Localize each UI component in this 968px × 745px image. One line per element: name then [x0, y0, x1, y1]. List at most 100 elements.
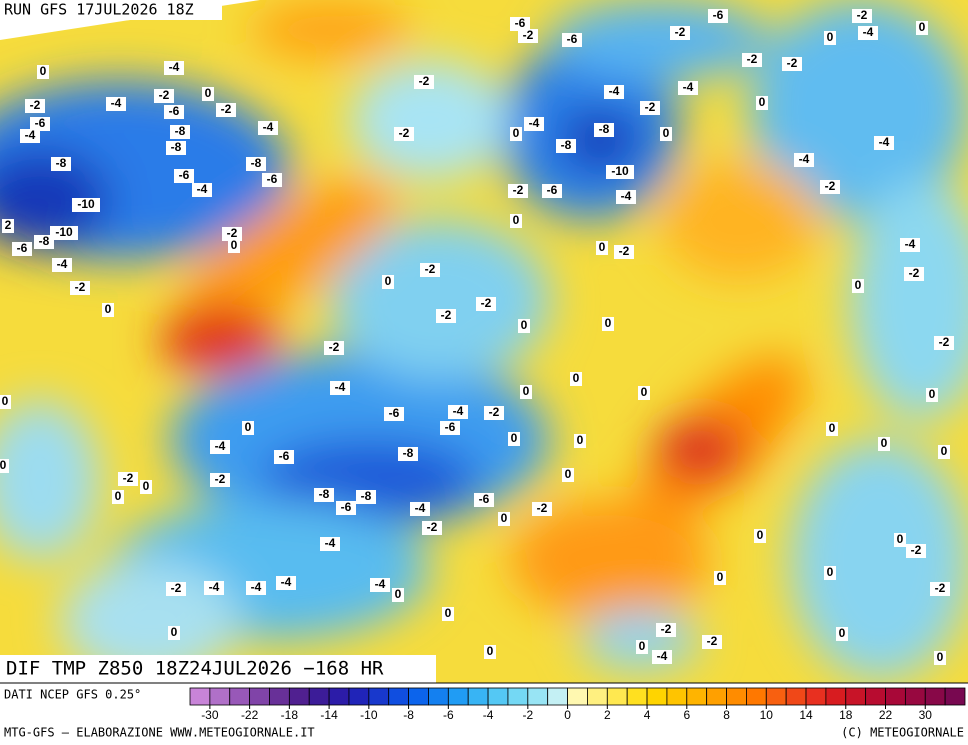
contour-label: -2: [825, 179, 836, 193]
contour-label-box: [50, 226, 78, 240]
colorbar-swatch: [447, 687, 469, 706]
contour-label: 0: [573, 371, 580, 385]
contour-label-box: [210, 440, 230, 454]
contour-label-box: [72, 198, 100, 212]
contour-label-box: [894, 533, 906, 547]
contour-label-box: [556, 139, 576, 153]
contour-label-box: [414, 75, 434, 89]
contour-label: -2: [221, 102, 232, 116]
contour-label-box: [112, 490, 124, 504]
contour-label: 0: [385, 274, 392, 288]
contour-label-box: [420, 263, 440, 277]
contour-label-box: [916, 21, 928, 35]
contour-label-box: [826, 422, 838, 436]
contour-label-box: [440, 421, 460, 435]
contour-label: 0: [511, 431, 518, 445]
contour-label-box: [510, 127, 522, 141]
contour-label: 0: [717, 570, 724, 584]
contour-label: -2: [399, 126, 410, 140]
contour-label-box: [484, 645, 496, 659]
contour-label: -2: [619, 244, 630, 258]
contour-label: -2: [707, 634, 718, 648]
contour-label-box: [102, 303, 114, 317]
contour-label: 0: [521, 318, 528, 332]
contour-label-box: [596, 241, 608, 255]
contour-label-box: [448, 405, 468, 419]
header-box: [0, 0, 222, 20]
contour-label-box: [636, 640, 648, 654]
contour-label: -4: [325, 536, 336, 550]
contour-label: 0: [881, 436, 888, 450]
contour-label-box: [170, 125, 190, 139]
contour-label: -2: [171, 581, 182, 595]
colorbar-tick-label: 6: [683, 708, 690, 722]
contour-label: -2: [159, 88, 170, 102]
contour-label: -8: [361, 489, 372, 503]
contour-label: -2: [935, 581, 946, 595]
contour-label-box: [570, 372, 582, 386]
contour-label-box: [858, 26, 878, 40]
contour-label: 0: [855, 278, 862, 292]
contour-label: -2: [227, 226, 238, 240]
contour-label-box: [442, 607, 454, 621]
contour-label: -2: [747, 52, 758, 66]
contour-label-box: [562, 468, 574, 482]
contour-label: -10: [611, 164, 629, 178]
contour-label: -2: [523, 28, 534, 42]
contour-label-box: [274, 450, 294, 464]
colorbar-swatch: [785, 687, 807, 706]
colorbar-swatch: [686, 687, 708, 706]
contour-label: -6: [479, 492, 490, 506]
contour-label-box: [394, 127, 414, 141]
contour-label-box: [106, 97, 126, 111]
contour-label-box: [330, 381, 350, 395]
colorbar-swatch: [229, 687, 251, 706]
contour-label: -2: [661, 622, 672, 636]
contour-label: -4: [263, 120, 274, 134]
contour-label: 0: [565, 467, 572, 481]
contour-label: -2: [489, 405, 500, 419]
contour-label-box: [276, 576, 296, 590]
contour-label-box: [518, 29, 538, 43]
contour-label-box: [484, 406, 504, 420]
contour-label: -2: [481, 296, 492, 310]
contour-label: -6: [341, 500, 352, 514]
map-title: DIF TMP Z850 18Z24JUL2026 −168 HR: [6, 658, 384, 680]
contour-label-box: [520, 385, 532, 399]
contour-label: -2: [123, 471, 134, 485]
contour-label: 0: [941, 444, 948, 458]
contour-label: -4: [281, 575, 292, 589]
contour-label-box: [524, 117, 544, 131]
contour-label-box: [474, 493, 494, 507]
contour-label-box: [166, 141, 186, 155]
contour-label-box: [320, 537, 340, 551]
contour-label-box: [192, 183, 212, 197]
contour-label: -10: [55, 225, 73, 239]
colorbar-swatch: [249, 687, 270, 706]
contour-label-box: [20, 129, 40, 143]
contour-label: -2: [75, 280, 86, 294]
colorbar-swatch: [606, 687, 628, 706]
contour-label-box: [852, 9, 872, 23]
contour-label: -4: [453, 404, 464, 418]
contour-label: -4: [863, 25, 874, 39]
colorbar-swatch: [944, 687, 966, 706]
contour-label-box: [562, 33, 582, 47]
contour-label: -6: [515, 16, 526, 30]
contour-label-box: [228, 239, 240, 253]
contour-label: -2: [419, 74, 430, 88]
colorbar-tick-label: -22: [241, 708, 259, 722]
contour-label-box: [652, 650, 672, 664]
contour-label: -6: [547, 183, 558, 197]
colorbar-swatch: [368, 687, 390, 706]
contour-label-box: [714, 571, 726, 585]
contour-label-box: [606, 165, 634, 179]
colorbar-tick-label: 14: [799, 708, 813, 722]
contour-label-box: [498, 512, 510, 526]
run-label: RUN GFS 17JUL2026 18Z: [4, 1, 194, 19]
contour-label-box: [926, 388, 938, 402]
colorbar-tick-label: -4: [483, 708, 494, 722]
contour-label-box: [246, 581, 266, 595]
contour-label-box: [164, 61, 184, 75]
